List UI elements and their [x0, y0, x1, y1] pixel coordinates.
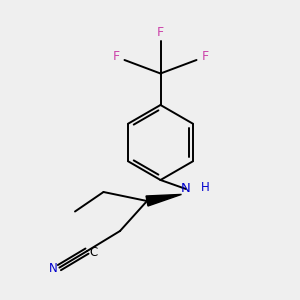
- Text: F: F: [201, 50, 208, 63]
- Text: C: C: [89, 245, 98, 259]
- Polygon shape: [146, 194, 182, 206]
- Text: F: F: [157, 26, 164, 40]
- Text: N: N: [181, 182, 191, 196]
- Text: H: H: [201, 181, 210, 194]
- Text: N: N: [49, 262, 58, 275]
- Text: F: F: [112, 50, 120, 63]
